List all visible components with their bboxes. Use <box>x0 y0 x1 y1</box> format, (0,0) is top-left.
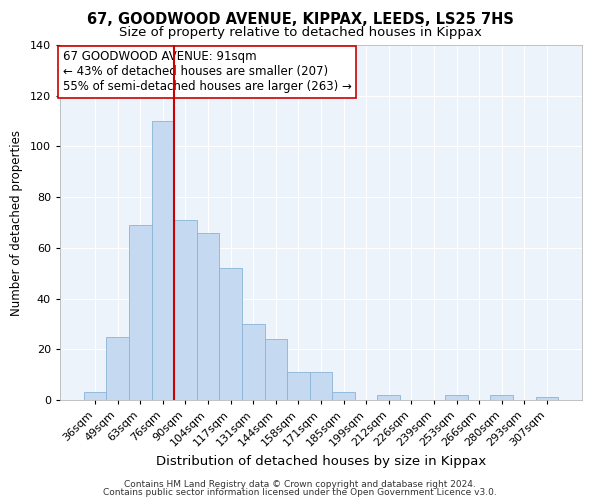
Text: 67, GOODWOOD AVENUE, KIPPAX, LEEDS, LS25 7HS: 67, GOODWOOD AVENUE, KIPPAX, LEEDS, LS25… <box>86 12 514 28</box>
Bar <box>287 372 310 400</box>
Text: 67 GOODWOOD AVENUE: 91sqm
← 43% of detached houses are smaller (207)
55% of semi: 67 GOODWOOD AVENUE: 91sqm ← 43% of detac… <box>62 50 352 94</box>
Bar <box>174 220 197 400</box>
X-axis label: Distribution of detached houses by size in Kippax: Distribution of detached houses by size … <box>156 455 486 468</box>
Bar <box>536 398 558 400</box>
Bar <box>220 268 242 400</box>
Bar <box>310 372 332 400</box>
Bar <box>332 392 355 400</box>
Bar <box>445 395 468 400</box>
Text: Contains HM Land Registry data © Crown copyright and database right 2024.: Contains HM Land Registry data © Crown c… <box>124 480 476 489</box>
Bar <box>377 395 400 400</box>
Bar <box>490 395 513 400</box>
Bar <box>265 339 287 400</box>
Bar <box>197 232 220 400</box>
Bar <box>242 324 265 400</box>
Bar <box>152 121 174 400</box>
Bar <box>106 336 129 400</box>
Text: Size of property relative to detached houses in Kippax: Size of property relative to detached ho… <box>119 26 481 39</box>
Bar <box>84 392 106 400</box>
Text: Contains public sector information licensed under the Open Government Licence v3: Contains public sector information licen… <box>103 488 497 497</box>
Y-axis label: Number of detached properties: Number of detached properties <box>10 130 23 316</box>
Bar <box>129 225 152 400</box>
